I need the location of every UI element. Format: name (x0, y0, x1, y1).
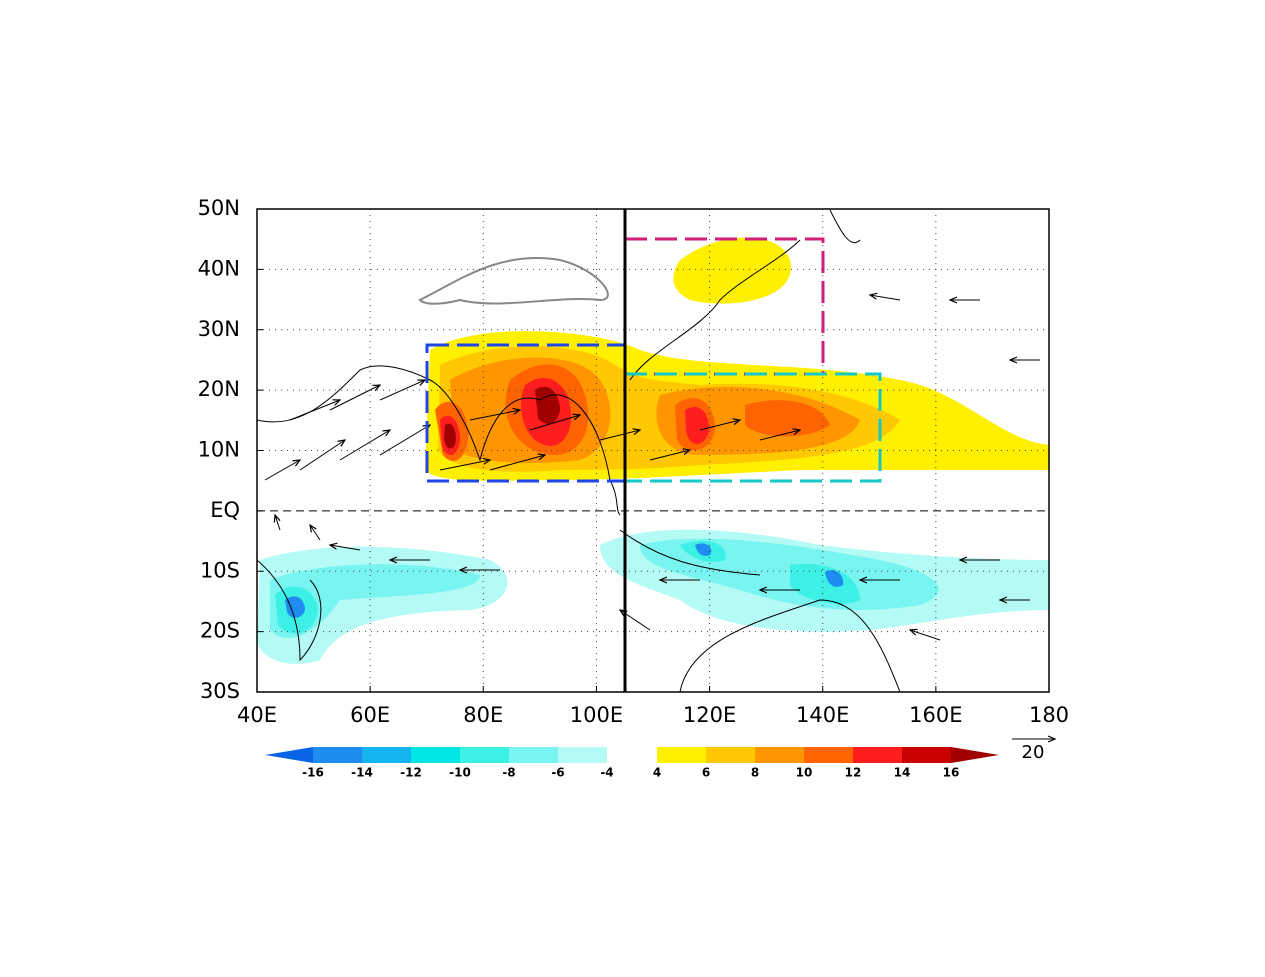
region-box (425, 343, 627, 483)
shade (270, 538, 939, 639)
colorbar-label: 12 (845, 766, 862, 780)
colorbar-label: 16 (943, 766, 960, 780)
y-tick-label: 10N (198, 438, 240, 462)
colorbar-box (460, 747, 509, 763)
x-tick-label: 60E (350, 703, 390, 727)
x-tick-label: 140E (796, 703, 849, 727)
colorbar-label: -8 (502, 766, 515, 780)
colorbar-arrow (265, 747, 313, 763)
x-tick-label: 40E (237, 703, 277, 727)
y-tick-label: 20N (198, 377, 240, 401)
colorbar-box (509, 747, 558, 763)
y-tick-label: 30N (198, 317, 240, 341)
colorbar-box (902, 747, 951, 763)
y-tick-label: 50N (198, 196, 240, 220)
colorbar-box (558, 747, 607, 763)
colorbar-box (313, 747, 362, 763)
reference-label: 20 (1022, 742, 1045, 763)
colorbar-label: 10 (796, 766, 813, 780)
colorbar-label: 4 (653, 766, 661, 780)
colorbar-box (706, 747, 755, 763)
colorbar-arrow (951, 747, 999, 763)
x-tick-label: 100E (570, 703, 623, 727)
colorbar-label: -14 (351, 766, 373, 780)
y-tick-label: 40N (198, 256, 240, 280)
colorbar-box (657, 747, 706, 763)
colorbar-label: -10 (449, 766, 471, 780)
colorbar-box (362, 747, 411, 763)
colorbar-label: -6 (551, 766, 564, 780)
colorbar-label: 6 (702, 766, 710, 780)
colorbar-label: 14 (894, 766, 911, 780)
x-tick-label: 80E (463, 703, 503, 727)
colorbar-box (755, 747, 804, 763)
y-tick-label: 10S (200, 558, 240, 582)
reference-vector: 20 (1012, 739, 1055, 763)
shade (444, 386, 560, 449)
colorbar-label: -16 (302, 766, 324, 780)
shade (673, 237, 791, 304)
colorbar-label: 8 (751, 766, 759, 780)
shading (257, 209, 1049, 692)
colorbar-box (853, 747, 902, 763)
y-tick-label: EQ (210, 498, 240, 522)
colorbar-label: -4 (600, 766, 613, 780)
y-tick-label: 20S (200, 619, 240, 643)
coastline (257, 365, 621, 516)
x-tick-label: 120E (683, 703, 736, 727)
plateau-contour (418, 257, 609, 305)
colorbar-box (804, 747, 853, 763)
x-tick-label: 160E (909, 703, 962, 727)
coastline (257, 209, 901, 692)
y-tick-label: 30S (200, 679, 240, 703)
colorbar-box (411, 747, 460, 763)
colorbar-label: -12 (400, 766, 422, 780)
x-tick-label: 180 (1029, 703, 1069, 727)
